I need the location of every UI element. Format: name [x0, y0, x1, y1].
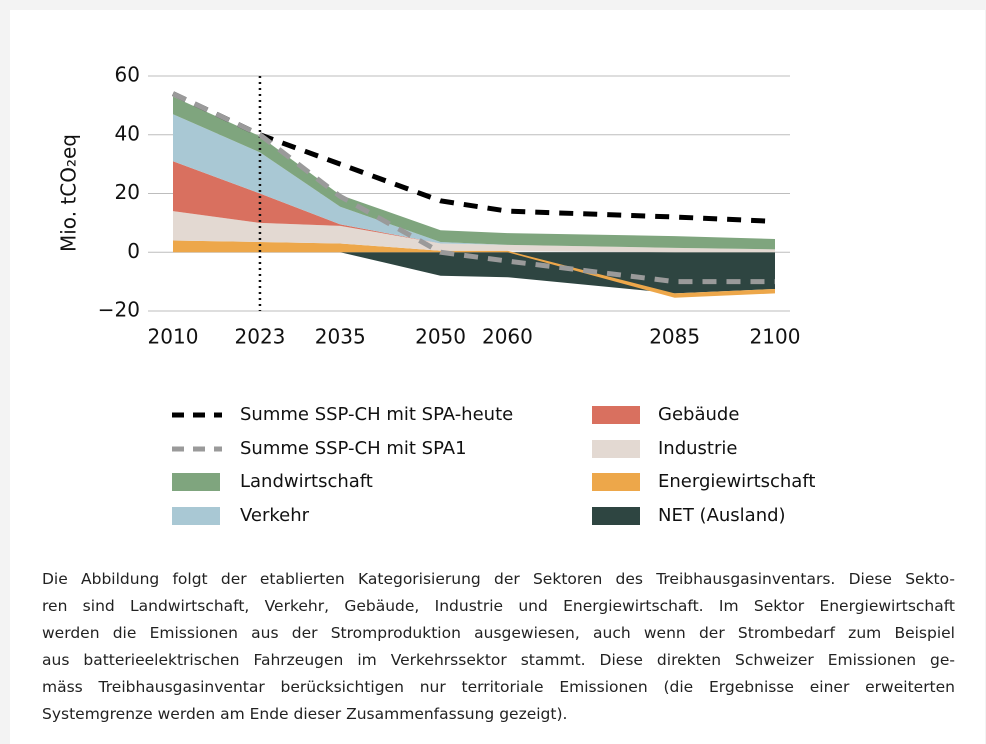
- total-line: [171, 91, 775, 285]
- legend-label: NET (Ausland): [658, 505, 786, 526]
- legend-label: Landwirtschaft: [240, 471, 373, 492]
- caption-line: ren sind Landwirtschaft, Verkehr, Gebäud…: [42, 597, 955, 615]
- caption-line: Die Abbildung folgt der etablierten Kate…: [42, 570, 955, 588]
- area: [173, 114, 775, 250]
- caption-line: werden die Emissionen aus der Stromprodu…: [42, 624, 955, 642]
- legend-swatch: [592, 473, 640, 491]
- x-tick-label: 2060: [482, 325, 533, 349]
- legend-swatch: [592, 507, 640, 525]
- y-tick-label: 60: [115, 63, 140, 87]
- legend-label: Summe SSP-CH mit SPA1: [240, 438, 467, 459]
- legend-swatch: [172, 507, 220, 525]
- legend-label: Gebäude: [658, 404, 739, 425]
- area: [173, 96, 775, 250]
- caption: Die Abbildung folgt der etablierten Kate…: [42, 566, 955, 728]
- panel: [10, 10, 985, 744]
- caption-line: aus batterieelektrischen Fahrzeugen im V…: [42, 651, 955, 669]
- legend-label: Summe SSP-CH mit SPA-heute: [240, 404, 513, 425]
- legend-swatch: [592, 440, 640, 458]
- legend-swatch: [592, 406, 640, 424]
- caption-line: Systemgrenze werden am Ende dieser Zusam…: [42, 705, 568, 723]
- y-tick-label: 0: [127, 239, 140, 263]
- y-tick-label: −20: [98, 298, 140, 322]
- y-axis-label: Mio. tCO₂eq: [57, 134, 81, 252]
- area: [173, 240, 775, 298]
- y-tick-label: 20: [115, 180, 140, 204]
- legend-swatch: [172, 473, 220, 491]
- x-tick-label: 2085: [649, 325, 700, 349]
- x-tick-label: 2010: [148, 325, 199, 349]
- x-tick-label: 2050: [415, 325, 466, 349]
- x-tick-label: 2100: [750, 325, 801, 349]
- caption-line: mäss Treibhausgasinventar berücksichtige…: [42, 678, 955, 696]
- legend-label: Energiewirtschaft: [658, 471, 815, 492]
- area: [173, 211, 775, 253]
- legend-label: Verkehr: [240, 505, 310, 526]
- legend-label: Industrie: [658, 438, 737, 459]
- y-tick-label: 40: [115, 121, 140, 145]
- chart: Mio. tCO₂eq −20 0 20 40 60 2010 2023 2035 2050 20…: [57, 63, 816, 527]
- x-tick-label: 2023: [235, 325, 286, 349]
- x-tick-label: 2035: [315, 325, 366, 349]
